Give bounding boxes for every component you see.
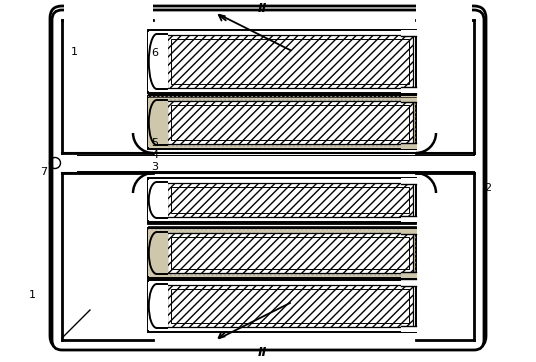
Bar (416, 191, 472, 338)
Text: II: II (258, 345, 267, 358)
Bar (148, 228, 416, 278)
Bar (416, 0, 472, 22)
Bar (401, 143, 417, 149)
Bar (167, 101, 413, 144)
Bar (401, 96, 417, 102)
Bar (401, 272, 417, 278)
Bar (148, 230, 168, 276)
Bar (401, 178, 417, 184)
Bar (167, 101, 413, 144)
Bar (167, 183, 413, 217)
Bar (167, 233, 413, 273)
Text: 7: 7 (40, 167, 48, 177)
FancyBboxPatch shape (62, 20, 153, 153)
Text: 6: 6 (152, 48, 159, 58)
Bar (171, 289, 409, 323)
Bar (401, 216, 417, 222)
Bar (167, 285, 413, 327)
Bar (148, 228, 416, 278)
Bar (148, 32, 168, 91)
FancyBboxPatch shape (50, 6, 486, 348)
Bar (171, 237, 409, 269)
Text: II: II (258, 3, 267, 16)
FancyBboxPatch shape (52, 10, 484, 350)
Bar (148, 178, 416, 222)
Bar (171, 105, 409, 140)
Text: 3: 3 (152, 162, 159, 172)
Bar (401, 30, 417, 36)
Text: 1: 1 (28, 290, 35, 300)
Bar (401, 326, 417, 332)
Text: 1: 1 (71, 47, 78, 57)
Bar (62, 20, 474, 340)
Bar (148, 280, 416, 332)
Text: 4: 4 (152, 150, 159, 160)
Bar (416, 6, 472, 153)
Bar (167, 35, 413, 88)
Bar (167, 233, 413, 273)
Bar (171, 39, 409, 84)
Bar (167, 35, 413, 88)
Bar (64, 0, 153, 22)
Bar (148, 180, 168, 220)
Bar (64, 6, 153, 153)
Bar (401, 280, 417, 286)
Bar (401, 228, 417, 234)
Bar (64, 22, 133, 133)
Bar (401, 87, 417, 93)
Bar (167, 285, 413, 327)
Bar (148, 96, 416, 149)
Bar (148, 98, 168, 147)
Text: 5: 5 (152, 138, 159, 148)
Bar (416, 22, 472, 133)
Bar (148, 96, 416, 149)
Bar (64, 191, 133, 338)
Bar (171, 187, 409, 213)
Bar (167, 183, 413, 217)
Bar (148, 282, 168, 330)
Text: 2: 2 (485, 183, 492, 193)
Bar (148, 30, 416, 93)
